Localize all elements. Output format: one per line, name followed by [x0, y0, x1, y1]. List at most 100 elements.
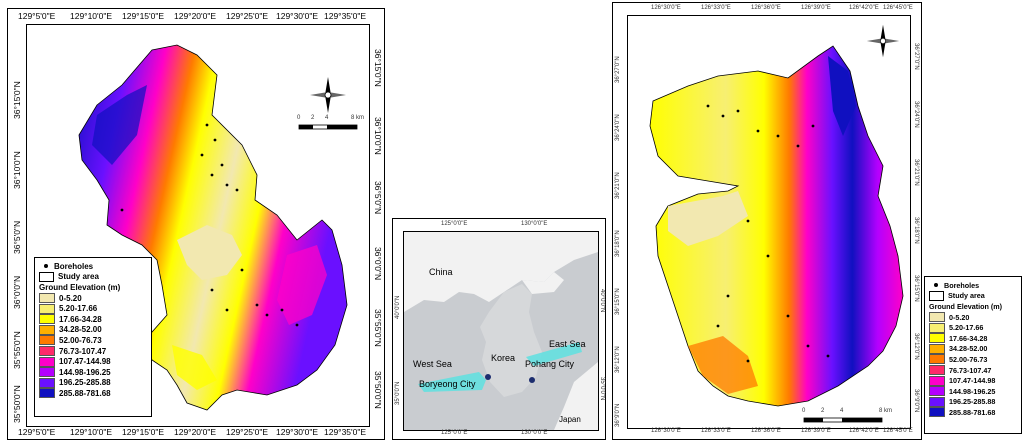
- right-side-tick: 36°24'0"N: [615, 114, 621, 141]
- right-bottom-tick: 126°39'0"E: [801, 428, 831, 434]
- left-scale-label: 8 km: [351, 115, 365, 121]
- right-bottom-tick: 126°45'0"E: [883, 428, 913, 434]
- left-side-tick-right: 36°0'0"N: [373, 247, 383, 281]
- left-top-tick: 129°10'0"E: [70, 11, 113, 21]
- right-scale-label: 8 km: [879, 408, 893, 414]
- korea-inset-map: [404, 232, 598, 430]
- borehole-icon: [934, 283, 938, 288]
- left-top-tick: 129°20'0"E: [174, 11, 217, 21]
- left-side-tick-right: 36°10'0"N: [373, 117, 383, 155]
- right-top-tick: 126°45'0"E: [883, 5, 913, 11]
- right-side-tick: 36°21'0"N: [615, 172, 621, 199]
- legend-swatch: [39, 377, 55, 388]
- right-side-tick-right: 36°9'0"N: [913, 389, 919, 413]
- legend-class: 285.88-781.68: [59, 388, 111, 398]
- label-korea: Korea: [491, 353, 516, 363]
- inset-side-tick-right: 35°0'0"N: [599, 377, 605, 401]
- legend-class: 52.00-76.73: [59, 335, 102, 345]
- right-side-tick: 36°12'0"N: [615, 346, 621, 373]
- inset-top-tick: 125°0'0"E: [441, 221, 468, 227]
- legend-class: 196.25-285.88: [59, 378, 111, 388]
- left-bottom-tick: 129°30'0"E: [276, 427, 319, 437]
- right-legend: Boreholes Study area Ground Elevation (m…: [924, 276, 1022, 434]
- left-bottom-tick: 129°10'0"E: [70, 427, 113, 437]
- left-top-tick: 129°5'0"E: [18, 11, 56, 21]
- legend-swatch: [39, 335, 55, 346]
- legend-swatch: [39, 346, 55, 357]
- right-scale-label: 4: [840, 408, 844, 414]
- legend-class: 0-5.20: [949, 312, 970, 322]
- legend-swatch: [39, 303, 55, 314]
- legend-title: Ground Elevation (m): [929, 301, 1003, 311]
- right-bottom-tick: 126°42'0"E: [849, 428, 879, 434]
- right-top-tick: 126°42'0"E: [849, 5, 879, 11]
- left-scale-label: 2: [311, 115, 315, 121]
- label-east-sea: East Sea: [549, 339, 586, 349]
- legend-swatch: [929, 312, 945, 323]
- left-side-tick: 35°55'0"N: [12, 331, 22, 369]
- right-top-tick: 126°36'0"E: [751, 5, 781, 11]
- left-bottom-tick: 129°35'0"E: [324, 427, 367, 437]
- inset-side-tick: 35°0'0"N: [395, 381, 401, 405]
- left-side-tick-right: 35°55'0"N: [373, 309, 383, 347]
- legend-boreholes: Boreholes: [54, 261, 94, 271]
- inset-side-tick: 40°0'0"N: [395, 295, 401, 319]
- left-side-tick: 35°50'0"N: [12, 385, 22, 423]
- korea-inset-area: [403, 231, 599, 431]
- study-area-icon: [39, 271, 54, 282]
- legend-class: 52.00-76.73: [949, 354, 988, 364]
- legend-swatch: [39, 367, 55, 378]
- korea-inset-frame: 125°0'0"E 130°0'0"E 125°0'0"E 130°0'0"E …: [392, 218, 606, 440]
- left-scale-label: 0: [297, 115, 301, 121]
- left-top-tick: 129°30'0"E: [276, 11, 319, 21]
- legend-class: 5.20-17.66: [59, 304, 98, 314]
- left-scale-label: 4: [325, 115, 329, 121]
- right-top-tick: 126°33'0"E: [701, 5, 731, 11]
- borehole-icon: [44, 264, 48, 269]
- legend-class: 34.28-52.00: [59, 325, 102, 335]
- label-west-sea: West Sea: [413, 359, 452, 369]
- right-side-tick: 36°18'0"N: [615, 230, 621, 257]
- legend-swatch: [39, 356, 55, 367]
- legend-class: 0-5.20: [59, 293, 82, 303]
- pohang-elevation-map: [78, 44, 348, 411]
- label-japan: Japan: [559, 415, 581, 424]
- legend-swatch: [929, 407, 945, 418]
- left-side-tick: 36°5'0"N: [12, 220, 22, 254]
- legend-class: 17.66-34.28: [949, 333, 988, 343]
- legend-class: 76.73-107.47: [59, 346, 107, 356]
- left-bottom-tick: 129°25'0"E: [226, 427, 269, 437]
- boryeong-map-frame: 126°30'0"E 126°33'0"E 126°36'0"E 126°39'…: [612, 2, 922, 440]
- legend-class: 285.88-781.68: [949, 407, 996, 417]
- left-side-tick-right: 35°50'0"N: [373, 371, 383, 409]
- legend-swatch: [929, 386, 945, 397]
- inset-top-tick: 130°0'0"E: [521, 221, 548, 227]
- right-side-tick: 36°15'0"N: [615, 288, 621, 315]
- legend-class: 76.73-107.47: [949, 365, 992, 375]
- legend-class: 17.66-34.28: [59, 314, 102, 324]
- legend-title: Ground Elevation (m): [39, 282, 121, 292]
- north-arrow-icon: [866, 24, 900, 58]
- label-pohang-city: Pohang City: [525, 359, 575, 369]
- left-bottom-tick: 129°15'0"E: [122, 427, 165, 437]
- right-side-tick: 36°9'0"N: [615, 403, 621, 427]
- right-scale-bar: [803, 417, 883, 423]
- north-arrow-icon: [310, 77, 346, 113]
- inset-bottom-tick: 125°0'0"E: [441, 430, 468, 436]
- right-side-tick: 36°27'0"N: [615, 56, 621, 83]
- legend-class: 107.47-144.98: [949, 376, 996, 386]
- legend-boreholes: Boreholes: [944, 280, 980, 290]
- inset-side-tick-right: 40°0'0"N: [599, 289, 605, 313]
- right-side-tick-right: 36°27'0"N: [913, 43, 919, 70]
- left-legend: Boreholes Study area Ground Elevation (m…: [34, 257, 152, 417]
- legend-swatch: [929, 365, 945, 376]
- right-side-tick-right: 36°15'0"N: [913, 275, 919, 302]
- left-side-tick: 36°15'0"N: [12, 81, 22, 119]
- left-top-tick: 129°25'0"E: [226, 11, 269, 21]
- study-area-icon: [929, 290, 944, 301]
- boryeong-map-area: [627, 15, 911, 429]
- legend-class: 144.98-196.25: [949, 386, 996, 396]
- legend-swatch: [39, 324, 55, 335]
- left-top-tick: 129°15'0"E: [122, 11, 165, 21]
- legend-swatch: [929, 354, 945, 365]
